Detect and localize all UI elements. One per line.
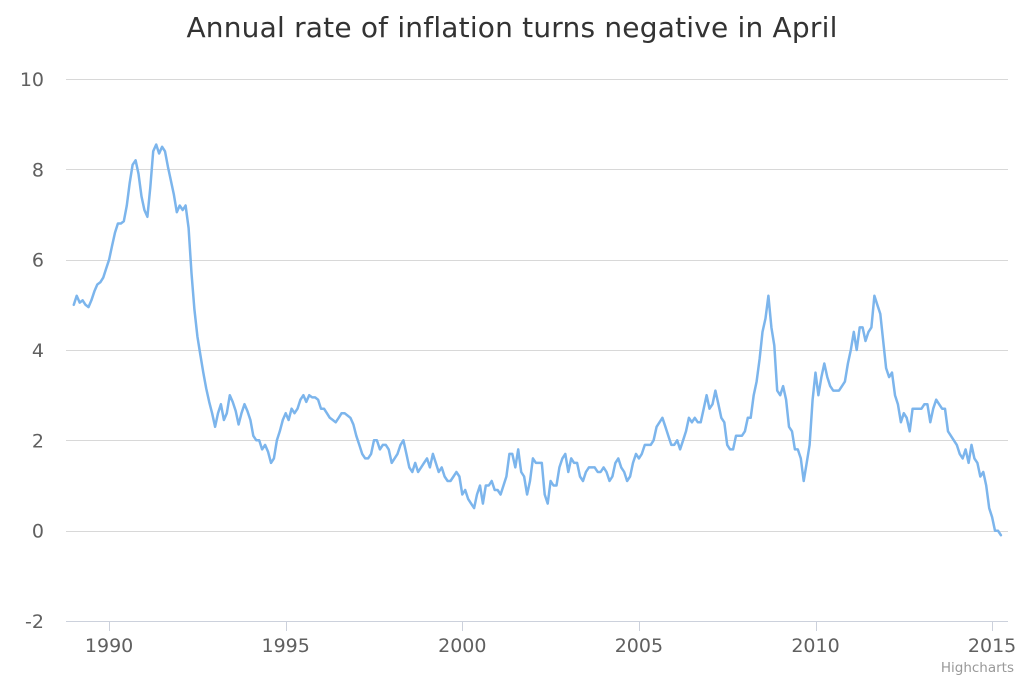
y-axis-label: 8 (32, 159, 44, 181)
x-axis-label: 1990 (85, 635, 133, 657)
y-axis-label: 6 (32, 250, 44, 272)
x-axis-label: 2000 (438, 635, 486, 657)
x-axis-label: 2015 (968, 635, 1016, 657)
y-axis-label: 10 (20, 69, 44, 91)
y-axis-label: 0 (32, 521, 44, 543)
highcharts-credits-link[interactable]: Highcharts (940, 660, 1014, 676)
y-axis-label: -2 (25, 611, 44, 633)
x-axis-label: 2010 (791, 635, 839, 657)
x-axis-label: 2005 (615, 635, 663, 657)
y-axis-label: 4 (32, 340, 44, 362)
chart-title: Annual rate of inflation turns negative … (186, 11, 838, 44)
inflation-line-series[interactable] (72, 143, 1003, 537)
x-axis-label: 1995 (262, 635, 310, 657)
y-axis-label: 2 (32, 430, 44, 452)
